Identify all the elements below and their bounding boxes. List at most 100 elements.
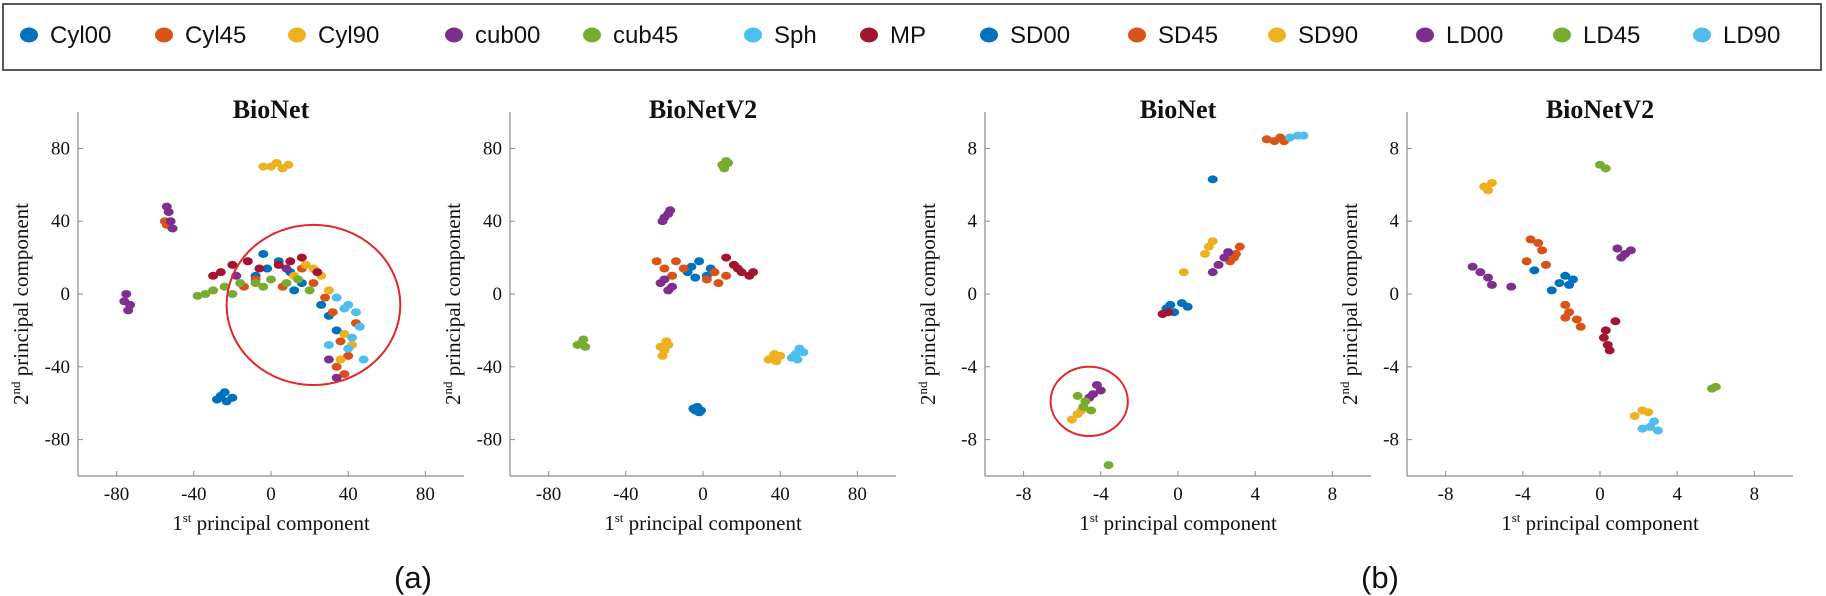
y-tick-label: 4 <box>1390 211 1400 232</box>
legend-label-sd90: SD90 <box>1298 22 1358 49</box>
data-point-cyl90 <box>258 162 269 171</box>
data-point-sd45 <box>1521 257 1532 266</box>
data-point-cub00 <box>659 275 670 284</box>
data-point-cyl90 <box>769 350 780 359</box>
data-point-cub45 <box>578 335 589 344</box>
y-tick-label: 8 <box>968 138 978 159</box>
data-point-cyl45 <box>651 257 662 266</box>
data-point-cyl45 <box>335 337 346 346</box>
panel-title: BioNetV2 <box>649 95 757 124</box>
x-tick-label: 0 <box>698 484 708 505</box>
data-point-cyl45 <box>327 308 338 317</box>
data-point-sd90 <box>1178 268 1189 277</box>
legend-label-sph: Sph <box>774 22 817 49</box>
y-tick-label: -40 <box>45 357 70 378</box>
data-point-ld00 <box>1486 280 1497 289</box>
data-point-sd00 <box>1529 266 1540 275</box>
data-point-cyl45 <box>331 362 342 371</box>
x-tick-label: -4 <box>1093 484 1109 505</box>
x-tick-label: -8 <box>1016 484 1032 505</box>
data-point-sd90 <box>1200 249 1211 258</box>
data-point-cyl45 <box>339 370 350 379</box>
series-sd45 <box>1521 235 1586 331</box>
data-point-sd45 <box>1228 253 1239 262</box>
data-point-cub45 <box>250 279 261 288</box>
series-sph <box>323 293 369 364</box>
data-point-cub00 <box>161 202 172 211</box>
x-tick-label: 40 <box>771 484 790 505</box>
series-cub45 <box>572 157 734 351</box>
y-tick-label: -8 <box>1383 430 1399 451</box>
series-ld00 <box>1084 248 1234 402</box>
y-axis-label: 2nd principal component <box>915 203 940 405</box>
data-point-cyl00 <box>211 395 222 404</box>
x-tick-label: 8 <box>1750 484 1760 505</box>
legend-item-sph: Sph <box>744 22 817 49</box>
x-tick-label: 4 <box>1672 484 1682 505</box>
data-point-sd90 <box>1066 415 1077 424</box>
x-tick-label: 4 <box>1250 484 1260 505</box>
data-point-sd45 <box>1537 246 1548 255</box>
data-point-cub45 <box>219 282 230 291</box>
legend-label-cub00: cub00 <box>475 22 540 49</box>
legend-label-cub45: cub45 <box>613 22 678 49</box>
data-point-cyl45 <box>308 279 319 288</box>
data-point-sph <box>354 322 365 331</box>
data-point-sd45 <box>1560 300 1571 309</box>
data-point-cyl00 <box>696 406 707 415</box>
data-point-cyl90 <box>339 330 350 339</box>
data-point-sph <box>792 355 803 364</box>
legend-marker-sd00 <box>980 27 998 43</box>
data-point-sd00 <box>1560 271 1571 280</box>
x-axis-label: 1st principal component <box>604 510 802 535</box>
data-point-cub00 <box>125 300 136 309</box>
data-point-sd45 <box>1571 315 1582 324</box>
data-point-mp <box>1610 317 1621 326</box>
legend-marker-sph <box>744 27 762 43</box>
data-point-sph <box>343 344 354 353</box>
x-tick-label: -80 <box>536 484 561 505</box>
data-point-mp <box>1598 333 1609 342</box>
series-ld45 <box>1072 391 1114 470</box>
data-point-cub45 <box>723 158 734 167</box>
subfigure-label-a: (a) <box>394 560 432 595</box>
data-point-sd00 <box>1554 279 1565 288</box>
data-point-sd00 <box>1546 286 1557 295</box>
legend-marker-sd90 <box>1268 27 1286 43</box>
data-point-cub45 <box>227 290 238 298</box>
x-axis-label: 1st principal component <box>172 510 370 535</box>
series-sd45 <box>1225 133 1290 266</box>
legend-marker-sd45 <box>1128 27 1146 43</box>
legend-label-cyl90: Cyl90 <box>318 22 379 49</box>
data-point-ld45 <box>1086 406 1097 415</box>
panel-b-bionetv2: BioNetV2 -8 -4 0 4 8 -8 -4 0 4 8 1st principal comp… <box>1337 95 1793 535</box>
data-point-cub45 <box>293 275 304 284</box>
data-point-mp <box>296 253 307 262</box>
series-mp <box>208 253 323 280</box>
data-point-cyl45 <box>678 264 689 273</box>
legend-marker-ld45 <box>1553 27 1571 43</box>
series-cyl90 <box>258 158 358 364</box>
data-point-sd00 <box>1182 302 1193 311</box>
data-point-sd45 <box>1261 135 1272 144</box>
data-point-sph <box>798 348 809 357</box>
legend-marker-cyl45 <box>155 27 173 43</box>
y-axis-label: 2nd principal component <box>8 203 33 405</box>
data-point-cub45 <box>304 286 315 295</box>
legend-label-cyl00: Cyl00 <box>50 22 111 49</box>
x-tick-label: -4 <box>1515 484 1531 505</box>
data-point-cyl90 <box>283 160 294 169</box>
series-cub00 <box>119 202 342 382</box>
series-ld90 <box>1284 131 1309 142</box>
data-point-sd90 <box>1643 408 1654 417</box>
legend-label-ld45: LD45 <box>1583 22 1640 49</box>
y-tick-label: 40 <box>51 211 70 232</box>
y-tick-label: -40 <box>477 357 502 378</box>
data-point-cub45 <box>208 286 219 295</box>
data-point-mp <box>273 260 284 269</box>
data-point-mp <box>227 260 238 269</box>
data-point-sd90 <box>1486 178 1497 187</box>
data-point-cub00 <box>167 224 178 233</box>
data-point-cyl90 <box>657 351 668 360</box>
data-point-cyl00 <box>694 257 705 266</box>
